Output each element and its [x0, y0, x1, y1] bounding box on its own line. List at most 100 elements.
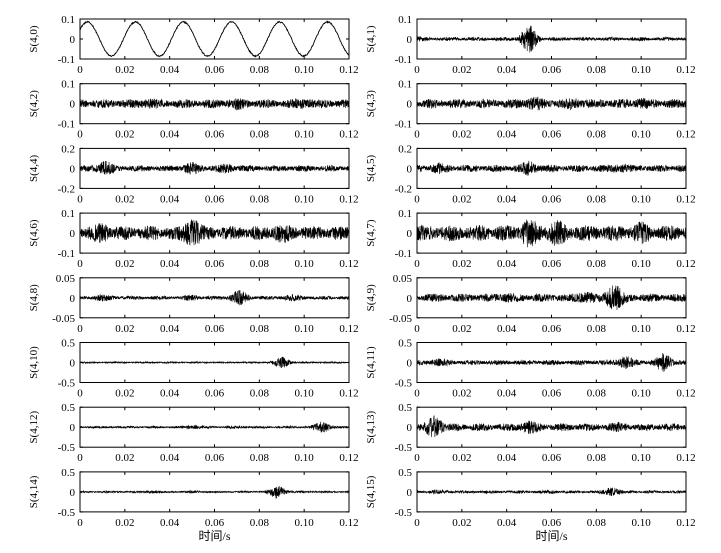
y-tick-label: 0.2 [398, 143, 412, 155]
x-tick-label: 0.02 [115, 323, 134, 335]
panel-2: 0.10-0.10 0.02 0.04 0.06 0.08 0.10 0.12S(4,2) [28, 79, 359, 141]
x-tick-label: 0 [77, 323, 83, 335]
x-tick-label: 0.12 [339, 517, 358, 529]
y-axis-label: S(4,6) [28, 219, 40, 247]
x-tick-label: 0.12 [676, 258, 695, 270]
x-tick-label: 0.04 [497, 388, 517, 400]
y-tick-label: -0.2 [58, 183, 75, 195]
x-tick-label: 0 [414, 517, 420, 529]
y-tick-label: -0.1 [58, 119, 75, 131]
x-tick-label: 0.08 [587, 452, 607, 464]
x-tick-label: 0.08 [250, 258, 270, 270]
x-tick-label: 0.06 [205, 258, 225, 270]
x-tick-label: 0.04 [160, 64, 180, 76]
x-tick-label: 0.10 [295, 323, 315, 335]
y-tick-label: 0.5 [61, 467, 75, 479]
y-tick-label: 0 [407, 34, 413, 46]
y-tick-label: -0.2 [395, 183, 412, 195]
x-tick-label: 0.02 [452, 517, 471, 529]
y-axis-label: S(4,3) [365, 90, 377, 118]
y-tick-label: -0.1 [58, 54, 75, 66]
y-tick-label: -0.5 [395, 442, 413, 454]
signal-trace [79, 290, 350, 306]
x-tick-label: 0.12 [339, 193, 358, 205]
y-tick-label: 0 [407, 358, 413, 370]
y-tick-label: 0.05 [393, 273, 413, 285]
x-tick-label: 0.02 [452, 452, 471, 464]
y-tick-label: 0 [70, 422, 76, 434]
x-tick-label: 0.04 [497, 258, 517, 270]
signal-trace [416, 219, 687, 248]
x-tick-label: 0.10 [295, 193, 315, 205]
y-axis-label: S(4,5) [365, 154, 377, 182]
y-axis-label: S(4,13) [365, 411, 377, 444]
x-tick-label: 0.02 [452, 129, 471, 141]
x-tick-label: 0 [77, 64, 83, 76]
panel-6: 0.10-0.10 0.02 0.04 0.06 0.08 0.10 0.12S(4,6) [28, 208, 359, 270]
x-tick-label: 0.08 [250, 193, 270, 205]
y-tick-label: 0.5 [61, 338, 75, 350]
x-tick-label: 0.06 [542, 64, 562, 76]
x-tick-label: 0.10 [632, 323, 652, 335]
y-tick-label: 0 [70, 293, 76, 305]
x-tick-label: 0.08 [587, 193, 607, 205]
x-tick-label: 0.06 [205, 64, 225, 76]
y-tick-label: 0 [407, 228, 413, 240]
panel-3: 0.10-0.10 0.02 0.04 0.06 0.08 0.10 0.12S(4,3) [365, 79, 696, 141]
y-axis-label: S(4,0) [28, 25, 40, 53]
x-tick-label: 0.06 [542, 517, 562, 529]
y-tick-label: 0 [70, 34, 76, 46]
x-tick-label: 0.12 [339, 323, 358, 335]
signal-trace [79, 218, 350, 246]
y-tick-label: 0.1 [398, 208, 412, 220]
x-tick-label: 0.02 [115, 193, 134, 205]
x-tick-label: 0.12 [339, 388, 358, 400]
y-axis-label: S(4,2) [28, 90, 40, 118]
y-tick-label: -0.05 [389, 313, 412, 325]
x-tick-label: 0.10 [632, 64, 652, 76]
y-tick-label: -0.5 [58, 378, 76, 390]
y-tick-label: 0 [407, 422, 413, 434]
y-tick-label: 0.2 [61, 143, 75, 155]
signal-trace [416, 487, 687, 497]
x-tick-label: 0.06 [205, 388, 225, 400]
y-tick-label: -0.05 [52, 313, 75, 325]
panel-12: 0.50-0.50 0.02 0.04 0.06 0.08 0.10 0.12S(4,12) [28, 402, 359, 464]
y-tick-label: 0.05 [56, 273, 76, 285]
x-tick-label: 0.12 [339, 258, 358, 270]
signal-trace [79, 421, 350, 433]
x-tick-label: 0.04 [160, 388, 180, 400]
x-tick-label: 0.12 [339, 64, 358, 76]
y-tick-label: 0.1 [61, 208, 75, 220]
x-tick-label: 0.12 [676, 193, 695, 205]
x-tick-label: 0.06 [542, 258, 562, 270]
x-tick-label: 0.10 [295, 129, 315, 141]
signal-trace [416, 415, 687, 438]
y-tick-label: -0.5 [395, 378, 413, 390]
panel-15: 0.50-0.50 0.02 0.04 0.06 0.08 0.10 0.12S(4,15) [365, 467, 696, 529]
x-tick-label: 0 [77, 258, 83, 270]
x-axis-title: 时间/s [535, 529, 567, 543]
x-tick-label: 0.02 [115, 258, 134, 270]
x-tick-label: 0.02 [115, 452, 134, 464]
y-axis-label: S(4,7) [365, 219, 377, 247]
y-tick-label: 0.1 [61, 14, 75, 26]
x-tick-label: 0.08 [250, 129, 270, 141]
x-tick-label: 0.08 [587, 323, 607, 335]
y-axis-label: S(4,1) [365, 25, 377, 53]
y-tick-label: 0 [70, 163, 76, 175]
y-tick-label: 0 [407, 293, 413, 305]
y-tick-label: 0 [407, 99, 413, 111]
y-axis-label: S(4,8) [28, 284, 40, 312]
panel-5: 0.20-0.20 0.02 0.04 0.06 0.08 0.10 0.12S(4,5) [365, 143, 696, 205]
x-tick-label: 0.04 [497, 193, 517, 205]
x-tick-label: 0.08 [587, 129, 607, 141]
x-tick-label: 0.10 [632, 388, 652, 400]
x-tick-label: 0.10 [632, 258, 652, 270]
x-tick-label: 0.10 [632, 517, 652, 529]
y-tick-label: -0.1 [58, 248, 75, 260]
y-tick-label: 0 [70, 99, 76, 111]
x-tick-label: 0.10 [632, 129, 652, 141]
x-tick-label: 0.04 [160, 129, 180, 141]
